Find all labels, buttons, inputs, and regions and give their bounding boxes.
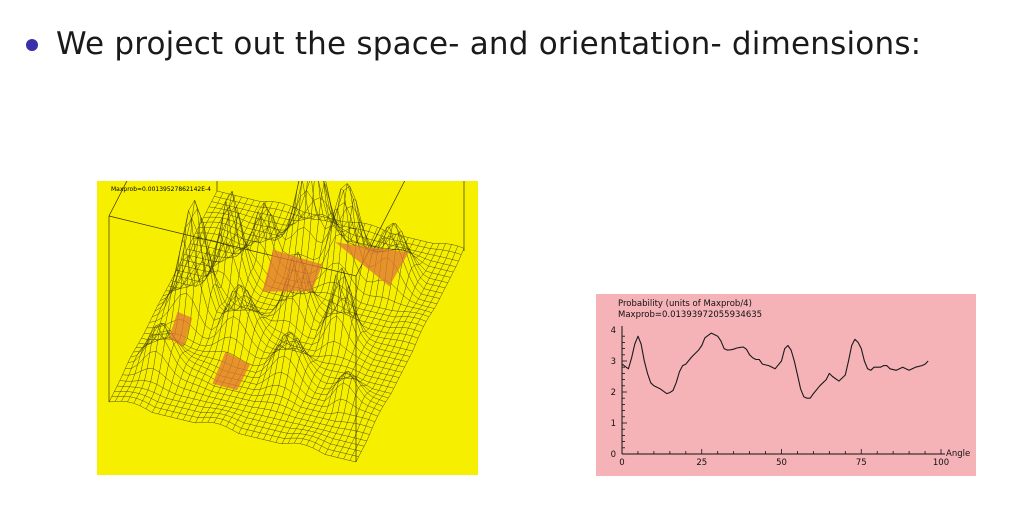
probability-chart-canvas: Probability (units of Maxprob/4) Maxprob…: [611, 299, 971, 468]
highlight-region: [262, 249, 323, 292]
surface-mesh: [108, 181, 465, 463]
y-tick-label: 1: [611, 419, 616, 429]
y-tick-label: 3: [611, 357, 616, 367]
bullet-text: We project out the space- and orientatio…: [56, 26, 922, 62]
x-tick-label: 50: [776, 458, 787, 468]
series-line: [621, 332, 929, 399]
x-tick-label: 100: [933, 458, 949, 468]
y-tick-label: 0: [611, 450, 616, 460]
bullet-dot: [26, 39, 38, 51]
highlight-region: [212, 351, 251, 391]
y-tick-label: 2: [611, 388, 616, 398]
bounding-box: [108, 181, 465, 462]
probability-chart: Probability (units of Maxprob/4) Maxprob…: [596, 294, 976, 476]
x-tick-label: 0: [619, 458, 624, 468]
highlight-region: [335, 242, 409, 287]
x-axis-label: Angle: [946, 449, 970, 459]
y-tick-label: 4: [611, 326, 616, 336]
chart-title: Probability (units of Maxprob/4): [618, 299, 752, 309]
chart-subtitle: Maxprob=0.01393972055934635: [618, 310, 762, 320]
surface-plot: Maxprob=0.00139527862142E-4: [97, 181, 478, 475]
bullet-item: We project out the space- and orientatio…: [26, 26, 921, 62]
surface-plot-caption: Maxprob=0.00139527862142E-4: [111, 186, 211, 193]
x-tick-label: 75: [856, 458, 867, 468]
surface-plot-canvas: [108, 181, 465, 463]
x-tick-label: 25: [696, 458, 707, 468]
highlight-region: [168, 311, 193, 347]
